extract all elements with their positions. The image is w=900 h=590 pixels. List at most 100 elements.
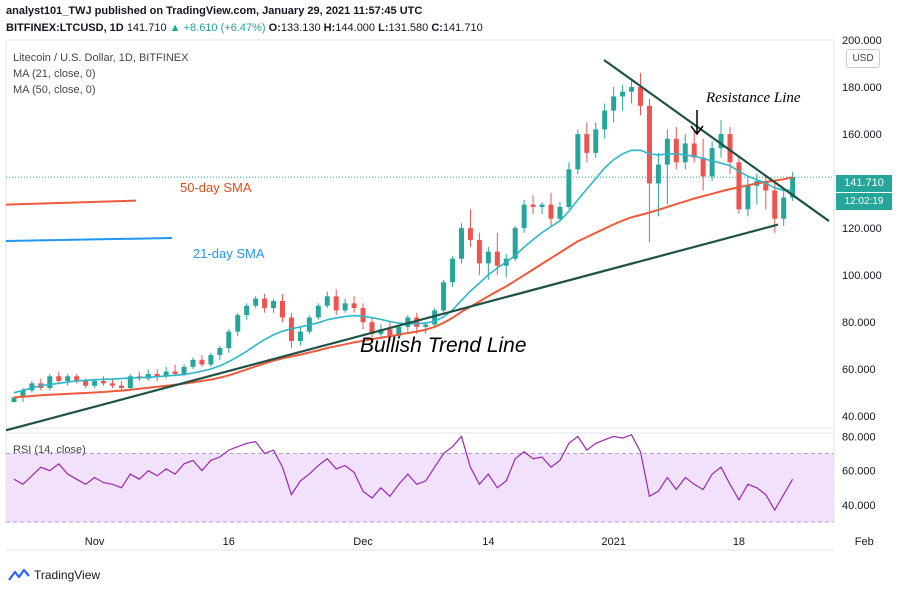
y-tick-label: 80.000: [842, 317, 876, 329]
x-tick-label: Dec: [353, 536, 373, 548]
sma21-label: 21-day SMA: [193, 246, 265, 261]
candle-body: [351, 303, 357, 309]
trend-line-label: Bullish Trend Line: [360, 334, 527, 357]
candle-body: [297, 331, 303, 341]
resistance-line-label: Resistance Line: [706, 90, 801, 106]
candle-body: [646, 105, 652, 184]
candle-body: [369, 322, 375, 334]
rsi-band: [6, 453, 834, 522]
candle-body: [655, 164, 661, 184]
candle-body: [154, 373, 160, 377]
candle-body: [476, 239, 482, 264]
candle-body: [145, 373, 151, 379]
x-tick-label: 2021: [601, 536, 625, 548]
candle-body: [101, 380, 106, 384]
candle-body: [74, 376, 80, 381]
currency-selector[interactable]: USD: [846, 49, 880, 68]
candle-body: [557, 206, 563, 219]
brand-name: TradingView: [34, 568, 101, 582]
last-price: 141.710: [126, 22, 167, 34]
candle-body: [682, 143, 688, 163]
candle-body: [718, 134, 724, 149]
ma50-legend[interactable]: MA (50, close, 0): [13, 84, 96, 96]
ma50-line: [13, 176, 793, 399]
candle-body: [280, 301, 285, 318]
y-tick-label: 60.000: [842, 364, 876, 376]
candle-body: [109, 383, 115, 386]
close-label: C:: [431, 22, 443, 34]
candle-body: [593, 129, 599, 153]
y-tick-label: 180.000: [842, 82, 882, 94]
candle-body: [530, 204, 536, 207]
candle-body: [727, 134, 733, 163]
sma50-label: 50-day SMA: [180, 180, 252, 195]
tradingview-logo-icon: [8, 568, 30, 581]
last-price-badge: 141.710: [836, 175, 892, 192]
candle-body: [396, 326, 402, 337]
candle-body: [432, 310, 438, 325]
candle-body: [745, 185, 751, 210]
candle-body: [691, 143, 697, 158]
countdown-badge: 12:02:19: [836, 193, 892, 210]
candle-body: [11, 397, 17, 403]
ma21-legend[interactable]: MA (21, close, 0): [13, 68, 96, 80]
candle-body: [638, 87, 643, 106]
x-tick-label: Nov: [85, 536, 105, 548]
resistance-line: [603, 59, 830, 222]
candle-body: [763, 181, 769, 191]
y-tick-label: 160.000: [842, 129, 882, 141]
candle-body: [181, 366, 187, 374]
rsi-legend[interactable]: RSI (14, close): [13, 444, 86, 456]
candle-body: [235, 315, 241, 332]
candle-body: [333, 296, 339, 311]
candle-body: [244, 305, 250, 316]
candle-body: [584, 134, 590, 153]
rsi-tick-label: 60.000: [842, 466, 876, 478]
candle-body: [315, 305, 321, 318]
candle-body: [629, 87, 635, 92]
y-tick-label: 200.000: [842, 35, 882, 47]
rsi-line: [13, 433, 794, 512]
candle-body: [20, 390, 26, 398]
candle-body: [208, 355, 214, 365]
candle-body: [673, 138, 679, 163]
high-value: 144.000: [335, 22, 376, 34]
candle-body: [118, 385, 124, 389]
candle-body: [602, 110, 608, 130]
candle-body: [324, 296, 330, 306]
tradingview-footer[interactable]: TradingView: [8, 566, 100, 584]
candle-body: [620, 91, 626, 97]
y-tick-label: 120.000: [842, 223, 882, 235]
candle-body: [217, 348, 223, 356]
price-change: +8.610 (+6.47%): [183, 22, 266, 34]
candle-body: [47, 376, 53, 389]
candle-body: [709, 148, 715, 177]
candle-body: [423, 324, 429, 327]
candle-body: [253, 298, 259, 306]
rsi-tick-label: 80.000: [842, 431, 876, 443]
ohlc-line: BITFINEX:LTCUSD, 1D 141.710 ▲ +8.610 (+6…: [6, 22, 483, 34]
candle-body: [494, 251, 500, 266]
candle-body: [29, 383, 35, 391]
y-tick-label: 100.000: [842, 270, 882, 282]
symbol-label: BITFINEX:LTCUSD, 1D: [6, 22, 124, 34]
candle-body: [512, 228, 518, 259]
x-tick-label: 14: [482, 536, 494, 548]
candle-body: [199, 359, 205, 365]
open-label: O:: [268, 22, 281, 34]
candle-body: [414, 317, 420, 327]
high-label: H:: [323, 22, 336, 34]
candle-body: [467, 228, 473, 240]
candle-body: [441, 282, 447, 311]
close-value: 141.710: [442, 22, 483, 34]
candle-body: [772, 190, 778, 219]
chart-title: Litecoin / U.S. Dollar, 1D, BITFINEX: [13, 52, 189, 64]
candle-body: [360, 308, 366, 323]
chart-header: analyst101_TWJ published on TradingView.…: [0, 0, 900, 40]
x-tick-label: 18: [733, 536, 745, 548]
sma50-annotation-line: [5, 199, 137, 206]
publish-info: analyst101_TWJ published on TradingView.…: [6, 5, 422, 17]
candle-body: [83, 380, 89, 386]
candle-body: [459, 228, 464, 259]
